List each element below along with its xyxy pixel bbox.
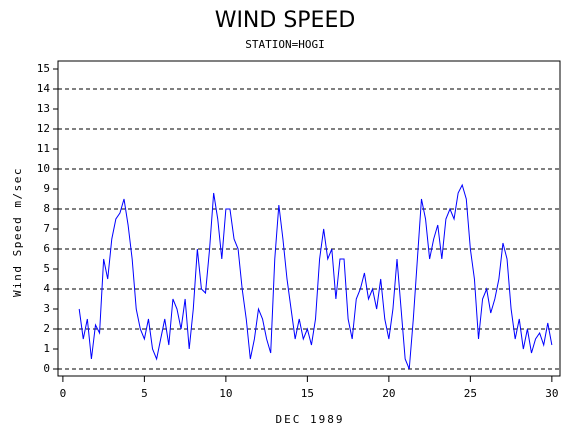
x-tick-label: 30 (545, 387, 558, 400)
x-tick-label: 15 (301, 387, 314, 400)
chart-title: WIND SPEED (215, 8, 356, 33)
x-tick-label: 0 (60, 387, 67, 400)
y-tick-label: 12 (37, 122, 50, 135)
y-tick-label: 15 (37, 62, 50, 75)
y-axis-label: Wind Speed m/sec (11, 167, 24, 297)
y-tick-label: 11 (37, 142, 50, 155)
x-tick-label: 25 (464, 387, 477, 400)
x-tick-label: 5 (141, 387, 148, 400)
y-tick-label: 5 (43, 262, 50, 275)
y-tick-label: 9 (43, 182, 50, 195)
y-tick-label: 10 (37, 162, 50, 175)
x-tick-label: 20 (382, 387, 395, 400)
y-tick-label: 1 (43, 342, 50, 355)
y-tick-label: 8 (43, 202, 50, 215)
x-axis-label: DEC 1989 (276, 413, 345, 426)
y-tick-label: 0 (43, 362, 50, 375)
y-tick-label: 4 (43, 282, 50, 295)
y-tick-label: 14 (37, 82, 51, 95)
x-tick-label: 10 (219, 387, 232, 400)
y-tick-label: 2 (43, 322, 50, 335)
y-tick-label: 3 (43, 302, 50, 315)
y-tick-label: 7 (43, 222, 50, 235)
data-line (78, 183, 553, 370)
y-tick-label: 6 (43, 242, 50, 255)
y-tick-label: 13 (37, 102, 50, 115)
plot-frame (57, 60, 561, 377)
chart-subtitle: STATION=HOGI (245, 38, 324, 51)
